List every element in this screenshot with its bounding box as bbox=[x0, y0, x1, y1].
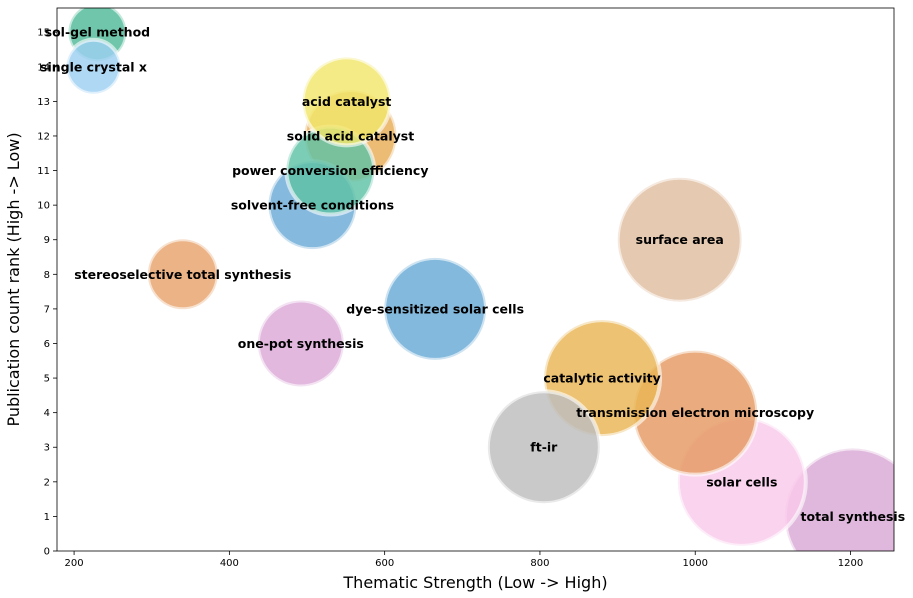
y-tick-label: 0 bbox=[44, 547, 50, 558]
bubble-ft-ir bbox=[485, 389, 602, 506]
bubble-one-pot-synthesis bbox=[255, 298, 346, 389]
bubble-label-solid-acid-catalyst: solid acid catalyst bbox=[287, 128, 414, 143]
bubble-label-transmission-electron-microscopy: transmission electron microscopy bbox=[576, 405, 814, 420]
bubble-single-crystal-x bbox=[64, 37, 123, 96]
y-tick-label: 4 bbox=[44, 408, 50, 419]
y-tick-label: 13 bbox=[37, 97, 50, 108]
bubble-label-solvent-free-conditions: solvent-free conditions bbox=[231, 198, 394, 213]
y-tick-label: 7 bbox=[44, 304, 50, 315]
bubble-dye-sensitized-solar-cells bbox=[382, 255, 489, 362]
y-tick-label: 3 bbox=[44, 443, 50, 454]
bubble-label-surface-area: surface area bbox=[636, 232, 724, 247]
plot-area bbox=[64, 8, 894, 551]
bubble-stereoselective-total-synthesis bbox=[145, 237, 220, 312]
x-tick-label: 800 bbox=[530, 558, 549, 569]
x-tick-label: 400 bbox=[220, 558, 239, 569]
x-tick-label: 1200 bbox=[838, 558, 863, 569]
bubble-label-acid-catalyst: acid catalyst bbox=[302, 94, 392, 109]
x-tick-label: 1000 bbox=[683, 558, 708, 569]
x-axis: 200 400 600 800 1000 1200 bbox=[65, 551, 863, 569]
bubble-label-solar-cells: solar cells bbox=[706, 474, 777, 489]
bubble-label-dye-sensitized-solar-cells: dye-sensitized solar cells bbox=[346, 301, 524, 316]
y-tick-label: 14 bbox=[37, 62, 50, 73]
y-tick-label: 8 bbox=[44, 270, 50, 281]
bubble-label-power-conversion-efficiency: power conversion efficiency bbox=[232, 163, 428, 178]
y-tick-label: 5 bbox=[44, 374, 50, 385]
bubble-label-catalytic-activity: catalytic activity bbox=[543, 371, 660, 386]
x-axis-title: Thematic Strength (Low -> High) bbox=[342, 573, 607, 592]
x-tick-label: 200 bbox=[65, 558, 84, 569]
bubble-surface-area bbox=[615, 175, 744, 304]
y-tick-label: 11 bbox=[37, 166, 50, 177]
y-tick-label: 1 bbox=[44, 512, 50, 523]
x-tick-label: 600 bbox=[375, 558, 394, 569]
y-tick-label: 12 bbox=[37, 131, 50, 142]
bubble-label-single-crystal-x: single crystal x bbox=[40, 59, 147, 74]
bubble-label-ft-ir: ft-ir bbox=[530, 440, 558, 455]
bubble-label-stereoselective-total-synthesis: stereoselective total synthesis bbox=[74, 267, 291, 282]
y-tick-label: 6 bbox=[44, 339, 50, 350]
y-tick-label: 10 bbox=[37, 201, 50, 212]
y-tick-label: 9 bbox=[44, 235, 50, 246]
bubble-acid-catalyst bbox=[300, 55, 393, 148]
y-tick-label: 15 bbox=[37, 28, 50, 39]
bubble-label-sol-gel-method: sol-gel method bbox=[45, 25, 150, 40]
y-tick-label: 2 bbox=[44, 477, 50, 488]
plot-frame bbox=[56, 7, 895, 552]
y-axis-title: Publication count rank (High -> Low) bbox=[4, 132, 23, 426]
bubble-label-one-pot-synthesis: one-pot synthesis bbox=[238, 336, 364, 351]
bubble-label-total-synthesis: total synthesis bbox=[801, 509, 906, 524]
